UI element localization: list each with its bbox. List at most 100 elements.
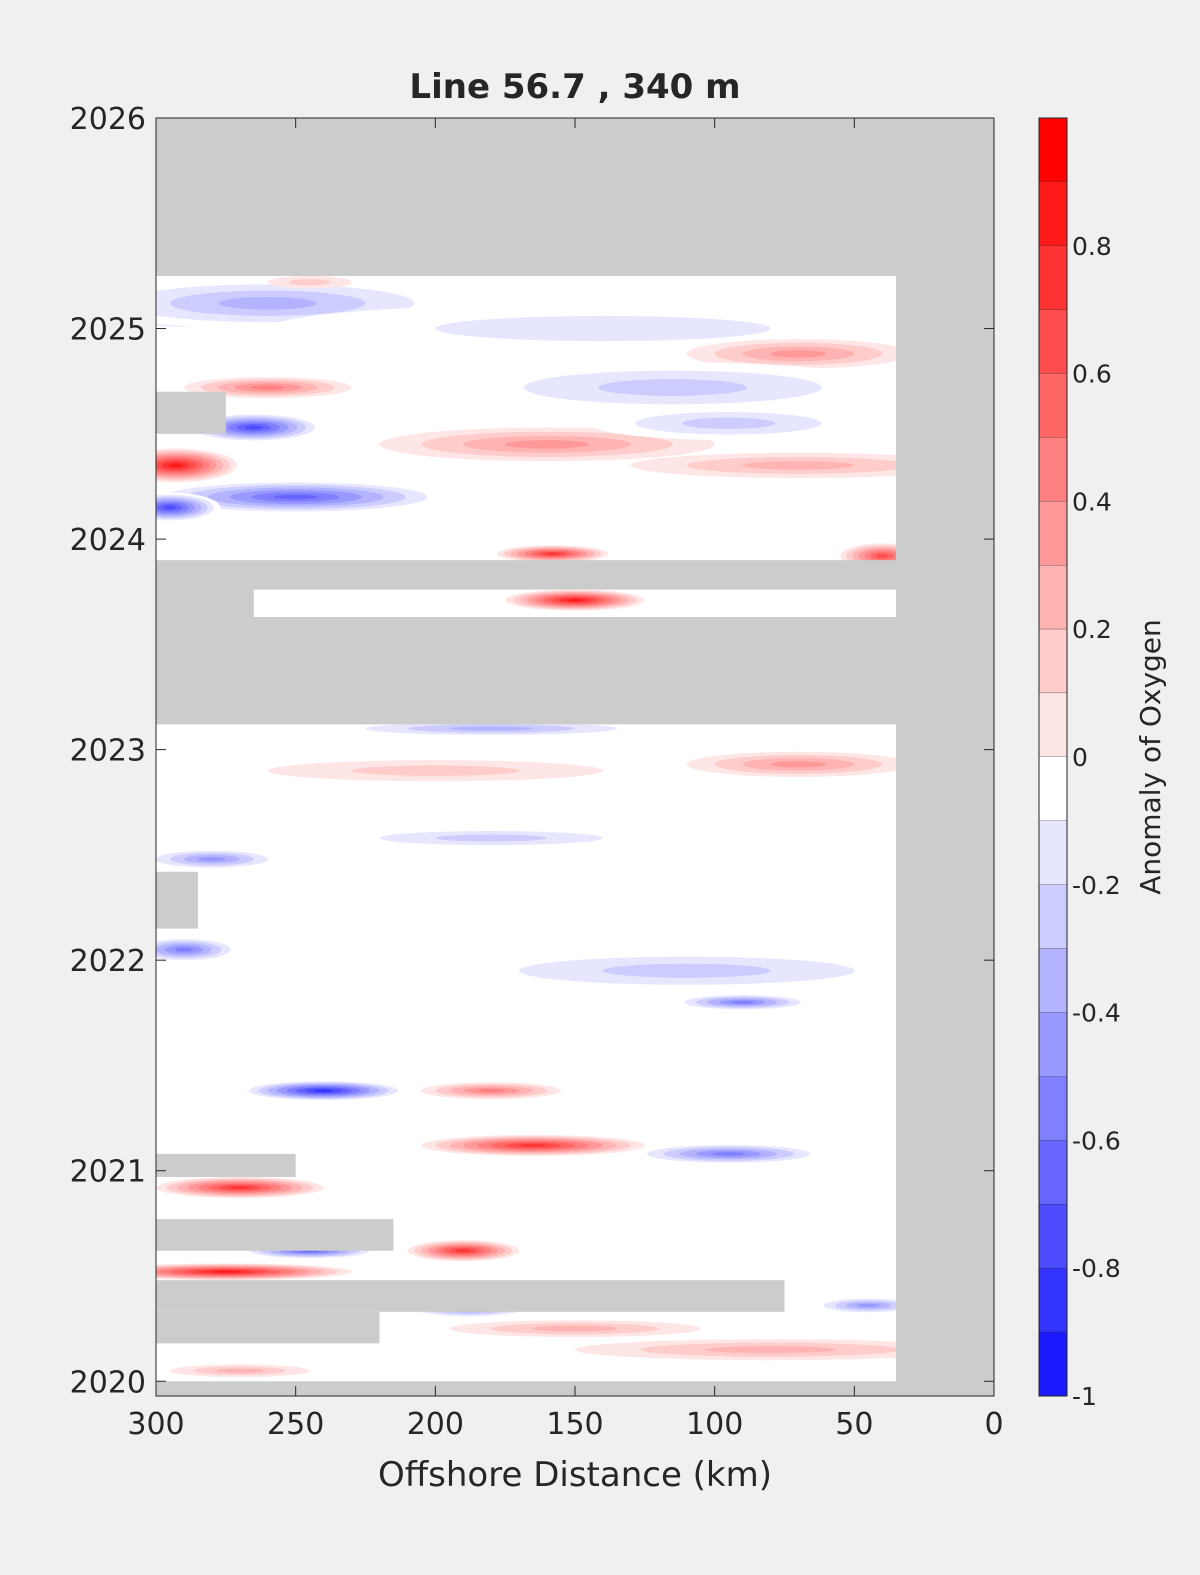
anomaly-feature	[183, 376, 352, 399]
contour-band	[598, 379, 748, 396]
colorbar-ticks: 0.8 0.6 0.4 0.2 0 -0.2 -0.4 -0.6 -0.8 -1	[1072, 232, 1121, 1411]
contour-band	[567, 598, 583, 602]
anomaly-feature	[267, 760, 603, 782]
contour-band	[770, 350, 827, 358]
nodata-region	[156, 1311, 380, 1344]
anomaly-feature	[407, 1240, 520, 1262]
colorbar-frame	[1038, 117, 1068, 1397]
colorbar-tick-label: -1	[1072, 1382, 1097, 1411]
nodata-region	[156, 871, 198, 929]
colorbar-band	[1039, 1332, 1067, 1396]
anomaly-feature	[505, 589, 645, 611]
contour-band	[742, 461, 855, 470]
contour-band	[545, 552, 560, 555]
colorbar-label: Anomaly of Oxygen	[1134, 619, 1167, 895]
contour-band	[712, 1152, 745, 1156]
anomaly-feature	[812, 1297, 896, 1314]
anomaly-feature	[267, 276, 352, 289]
colorbar-tick-label: 0.4	[1072, 487, 1112, 516]
colorbar-band	[1039, 629, 1067, 694]
colorbar-band	[1039, 884, 1067, 949]
x-tick-label: 50	[835, 1407, 873, 1442]
y-tick-label: 2026	[70, 102, 146, 137]
anomaly-feature	[267, 303, 896, 354]
y-tick-label: 2022	[70, 944, 146, 979]
colorbar-tick-label: -0.8	[1072, 1254, 1121, 1283]
y-tick-label: 2025	[70, 313, 146, 348]
colorbar-tick-label: -0.2	[1072, 871, 1121, 900]
y-axis: 2020 2021 2022 2023 2024 2025 2026	[70, 102, 994, 1400]
chart-title: Line 56.7 , 340 m	[409, 67, 740, 107]
x-axis-label: Offshore Distance (km)	[378, 1455, 772, 1495]
colorbar-tick-label: 0.6	[1072, 360, 1112, 389]
x-tick-label: 0	[984, 1407, 1003, 1442]
nodata-region	[156, 1219, 394, 1251]
anomaly-feature	[239, 1080, 408, 1102]
anomaly-feature	[156, 1263, 352, 1281]
contour-band	[211, 1270, 240, 1273]
colorbar-band	[1039, 245, 1067, 310]
x-tick-label: 250	[267, 1407, 324, 1442]
contour-band	[435, 315, 771, 342]
anomaly-feature	[156, 1177, 324, 1199]
anomaly-feature	[379, 427, 715, 462]
y-tick-label: 2023	[70, 734, 146, 769]
colorbar-band	[1039, 1204, 1067, 1269]
colorbar-band	[1039, 693, 1067, 757]
x-tick-label: 200	[407, 1407, 464, 1442]
anomaly-feature	[156, 448, 237, 483]
colorbar-band	[1039, 501, 1067, 566]
contour-band	[602, 963, 771, 978]
anomaly-feature	[449, 362, 896, 413]
x-tick-label: 150	[546, 1407, 603, 1442]
colorbar-band	[1039, 565, 1067, 630]
contour-band	[705, 1346, 836, 1354]
nodata-region	[896, 118, 994, 1396]
anomaly-feature	[575, 1339, 896, 1361]
contour-band	[449, 726, 534, 731]
anomaly-feature	[630, 452, 896, 479]
colorbar-band	[1039, 1140, 1067, 1205]
colorbar-band	[1039, 181, 1067, 246]
nodata-region	[156, 1153, 296, 1178]
anomaly-feature	[323, 827, 659, 849]
contour-band	[314, 1089, 333, 1092]
contour-band	[273, 494, 318, 500]
anomaly-feature	[686, 751, 896, 777]
contour-band	[229, 1186, 251, 1189]
colorbar-tick-label: -0.4	[1072, 999, 1121, 1028]
nodata-region	[156, 616, 897, 725]
colorbar: 0.8 0.6 0.4 0.2 0 -0.2 -0.4 -0.6 -0.8 -1 Anomaly …	[1038, 117, 1167, 1411]
contour-band	[218, 296, 317, 310]
anomaly-feature	[156, 848, 282, 870]
anomaly-feature	[156, 480, 450, 514]
colorbar-band	[1039, 1012, 1067, 1077]
contour-band	[216, 1368, 264, 1373]
colorbar-band	[1039, 309, 1067, 374]
anomaly-feature	[156, 937, 240, 963]
colorbar-tick-label: -0.6	[1072, 1126, 1121, 1155]
contour-band	[168, 463, 183, 468]
nodata-region	[156, 560, 897, 590]
x-axis: 300 250 200 150 100 50 0	[127, 118, 1004, 1442]
data-layer	[156, 276, 896, 1382]
contour-band	[477, 1089, 506, 1093]
plot-area: 300 250 200 150 100 50 0 202020212022202320242…	[70, 102, 1004, 1442]
contour-band	[505, 440, 589, 449]
nodata-layer	[156, 118, 994, 1396]
contour-band	[533, 1325, 617, 1332]
anomaly-feature	[672, 993, 813, 1011]
colorbar-band	[1039, 820, 1067, 885]
nodata-region	[156, 1280, 785, 1312]
colorbar-band	[1039, 1076, 1067, 1141]
contour-band	[876, 554, 889, 558]
anomaly-feature	[496, 545, 609, 563]
contour-band	[682, 417, 776, 429]
anomaly-feature	[421, 1134, 645, 1156]
y-tick-label: 2020	[70, 1365, 146, 1400]
contour-band	[351, 765, 520, 776]
x-tick-label: 300	[127, 1407, 184, 1442]
nodata-region	[156, 589, 254, 617]
contour-band	[456, 1249, 471, 1253]
